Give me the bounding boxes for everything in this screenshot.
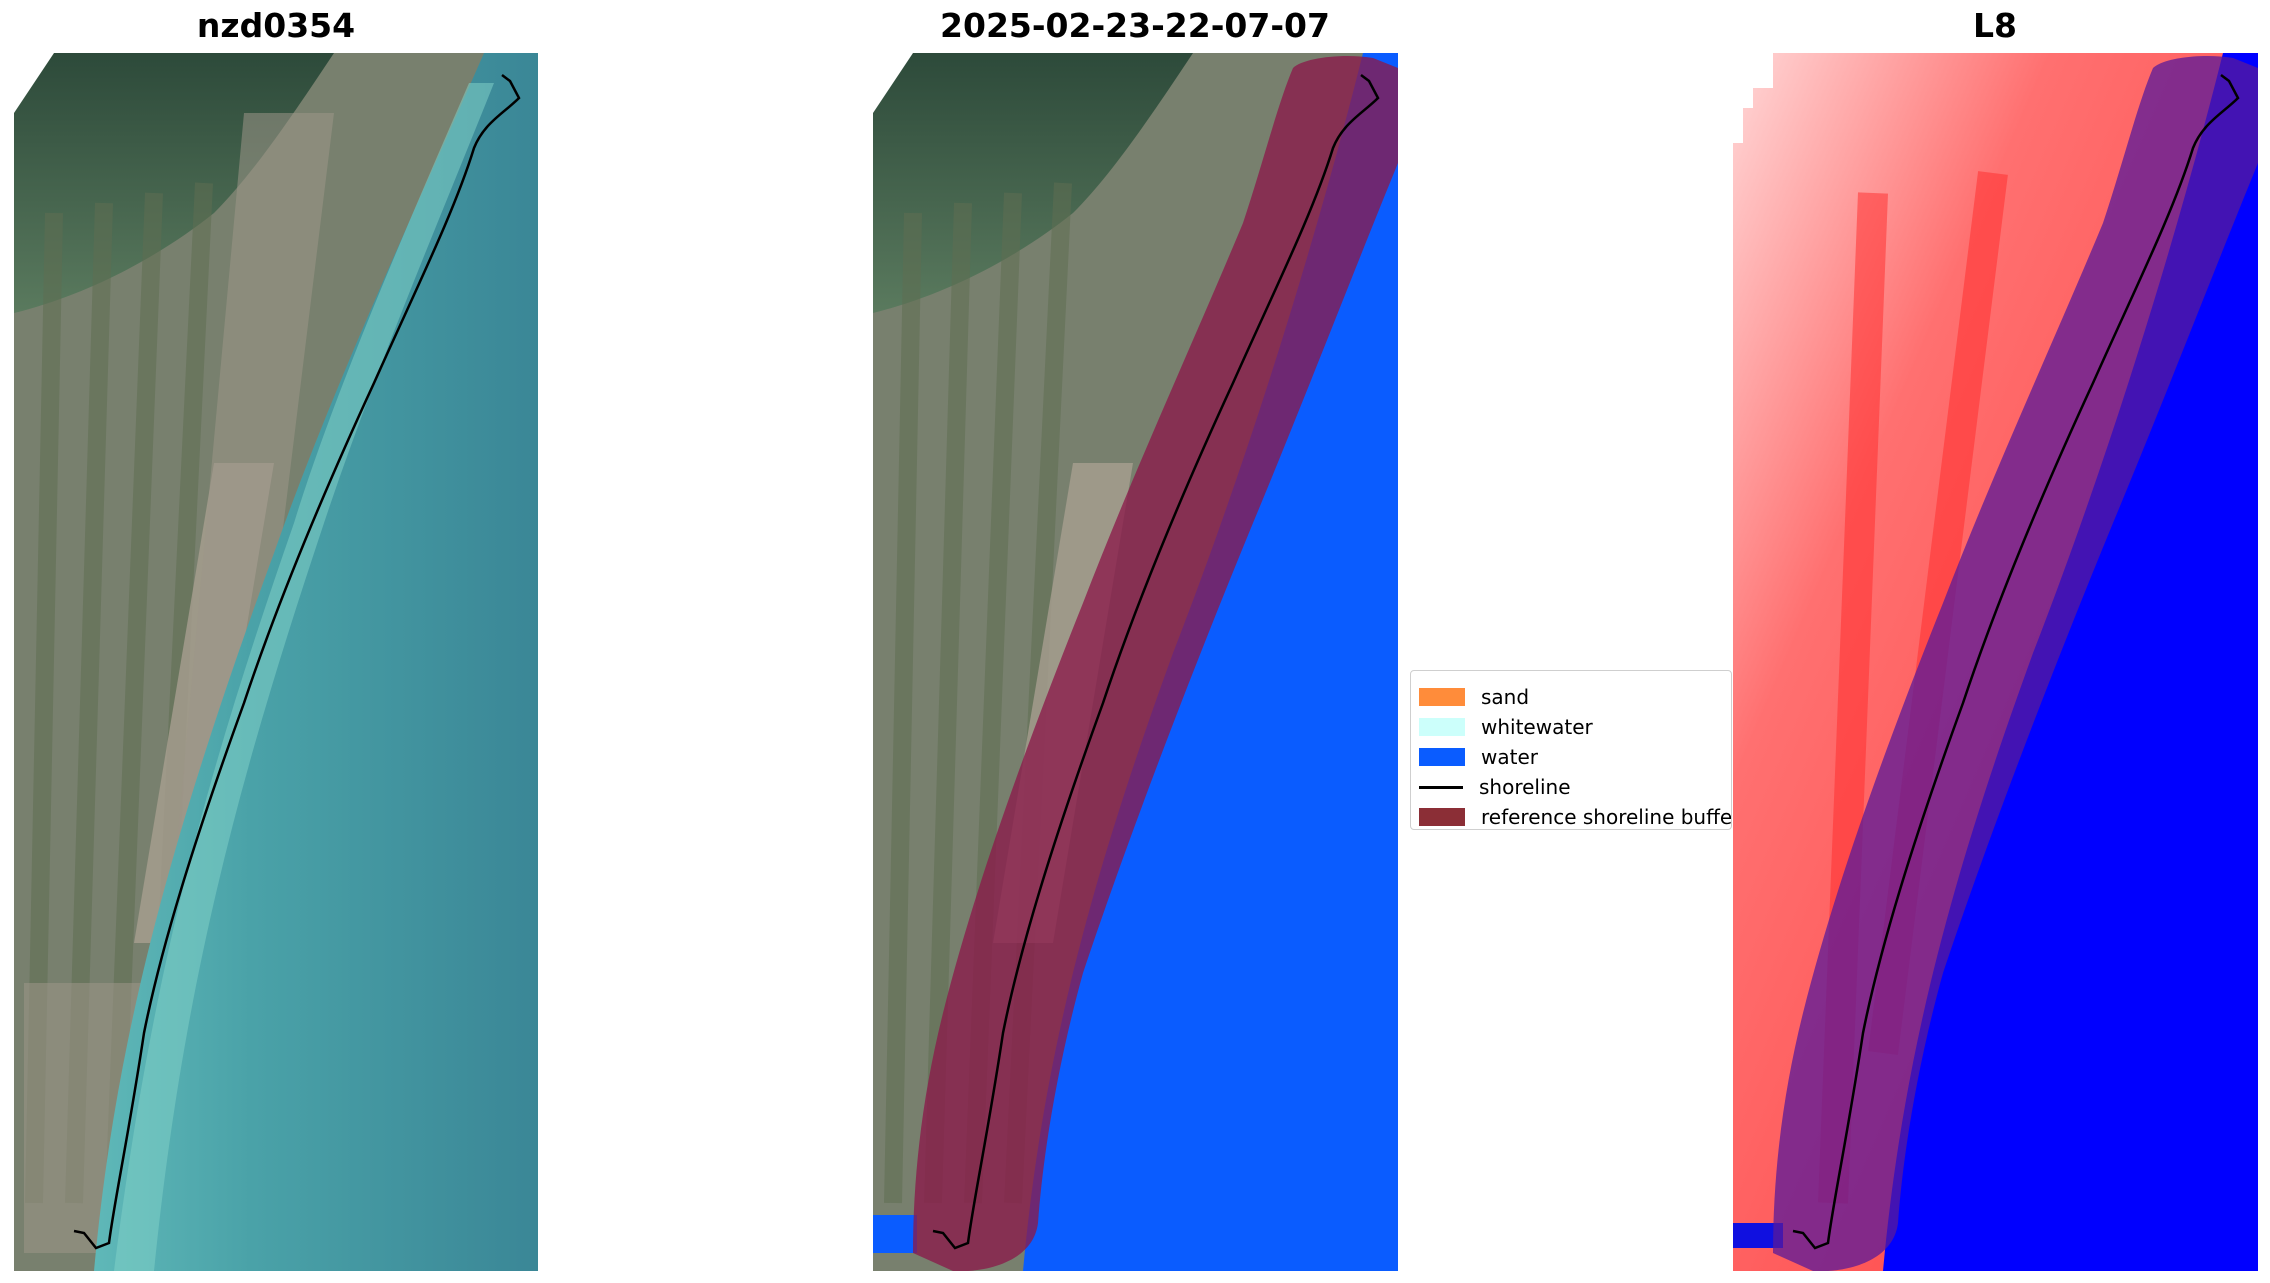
panel-title-classified: 2025-02-23-22-07-07: [940, 6, 1330, 45]
legend: sand whitewater water shoreline referenc…: [1410, 670, 1732, 830]
legend-label: sand: [1481, 685, 1530, 709]
legend-item-water: water: [1419, 744, 1538, 770]
legend-label: water: [1481, 745, 1538, 769]
legend-label: whitewater: [1481, 715, 1593, 739]
shoreline-line: [73, 74, 521, 1250]
surf-zone: [114, 83, 494, 1271]
legend-swatch-sand: [1419, 688, 1465, 706]
legend-swatch-water: [1419, 748, 1465, 766]
settlement-area: [24, 113, 334, 1253]
panel-title-index: L8: [1973, 6, 2017, 45]
legend-line-shoreline: [1419, 785, 1463, 789]
legend-label: reference shoreline buffer: [1481, 805, 1732, 829]
shoreline-line: [932, 74, 1380, 1250]
legend-label: shoreline: [1479, 775, 1571, 799]
shoreline-line: [1792, 74, 2240, 1250]
ocean-area: [94, 53, 538, 1271]
reference-shoreline-buffer: [913, 56, 1398, 1271]
legend-swatch-buffer: [1419, 808, 1465, 826]
index-image-panel: [1733, 53, 2258, 1271]
legend-item-buffer: reference shoreline buffer: [1419, 804, 1732, 829]
panel-title-rgb: nzd0354: [196, 6, 356, 45]
field-strips: [884, 182, 1072, 1204]
reference-shoreline-buffer: [1773, 56, 2258, 1271]
legend-item-shoreline: shoreline: [1419, 774, 1571, 800]
field-strips: [25, 182, 213, 1204]
legend-item-whitewater: whitewater: [1419, 714, 1593, 740]
water-class-river: [873, 1215, 917, 1253]
rgb-image-panel: [14, 53, 538, 1271]
classified-image-panel: [873, 53, 1398, 1271]
legend-swatch-whitewater: [1419, 718, 1465, 736]
legend-item-sand: sand: [1419, 684, 1529, 710]
